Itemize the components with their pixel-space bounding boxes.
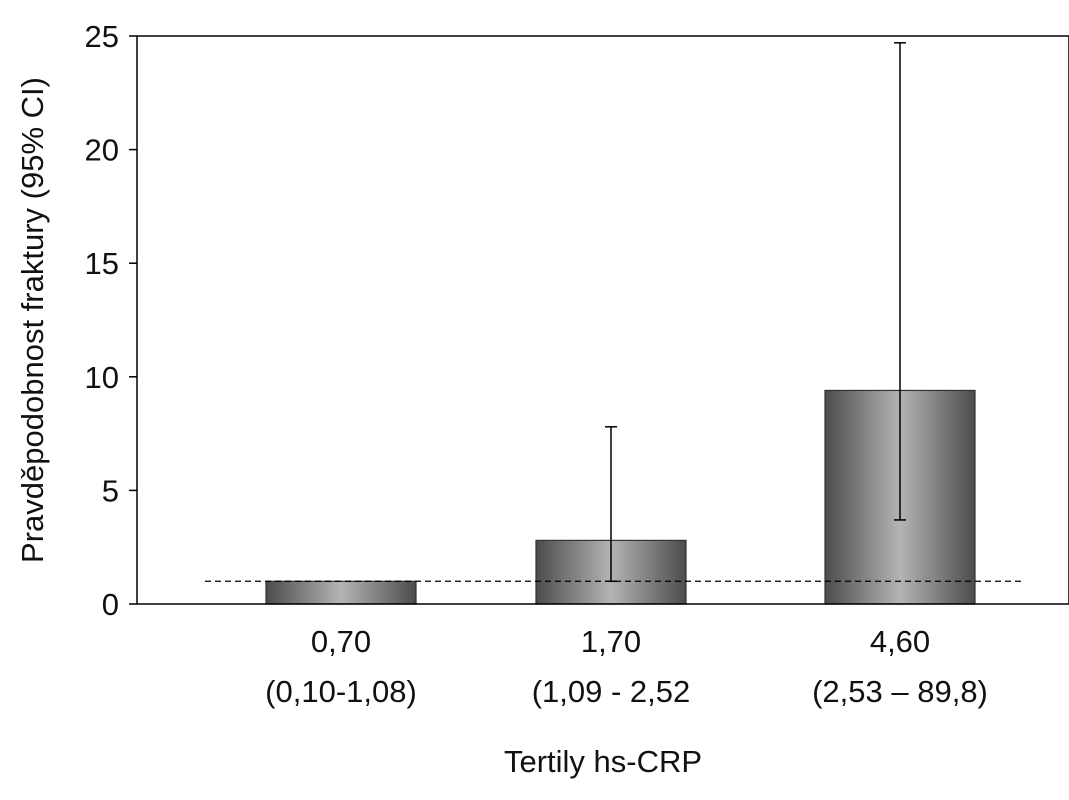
y-tick-label-0: 0 [102,587,119,622]
x-category-label-2-line1: 1,70 [581,624,641,659]
y-tick-label-5: 25 [85,19,119,54]
x-category-label-1-line1: 0,70 [311,624,371,659]
x-category-label-2-line2: (1,09 - 2,52 [532,674,691,709]
x-axis-title: Tertily hs-CRP [504,744,702,779]
x-category-label-3-line2: (2,53 – 89,8) [812,674,988,709]
y-tick-label-2: 10 [85,360,119,395]
y-axis-title: Pravděpodobnost fraktury (95% CI) [15,77,50,563]
bar-1 [265,580,417,605]
y-tick-label-4: 20 [85,133,119,168]
y-tick-label-3: 15 [85,246,119,281]
y-tick-label-1: 5 [102,473,119,508]
x-category-label-3-line1: 4,60 [870,624,930,659]
x-category-label-1-line2: (0,10-1,08) [265,674,417,709]
plot-frame [136,35,1069,605]
